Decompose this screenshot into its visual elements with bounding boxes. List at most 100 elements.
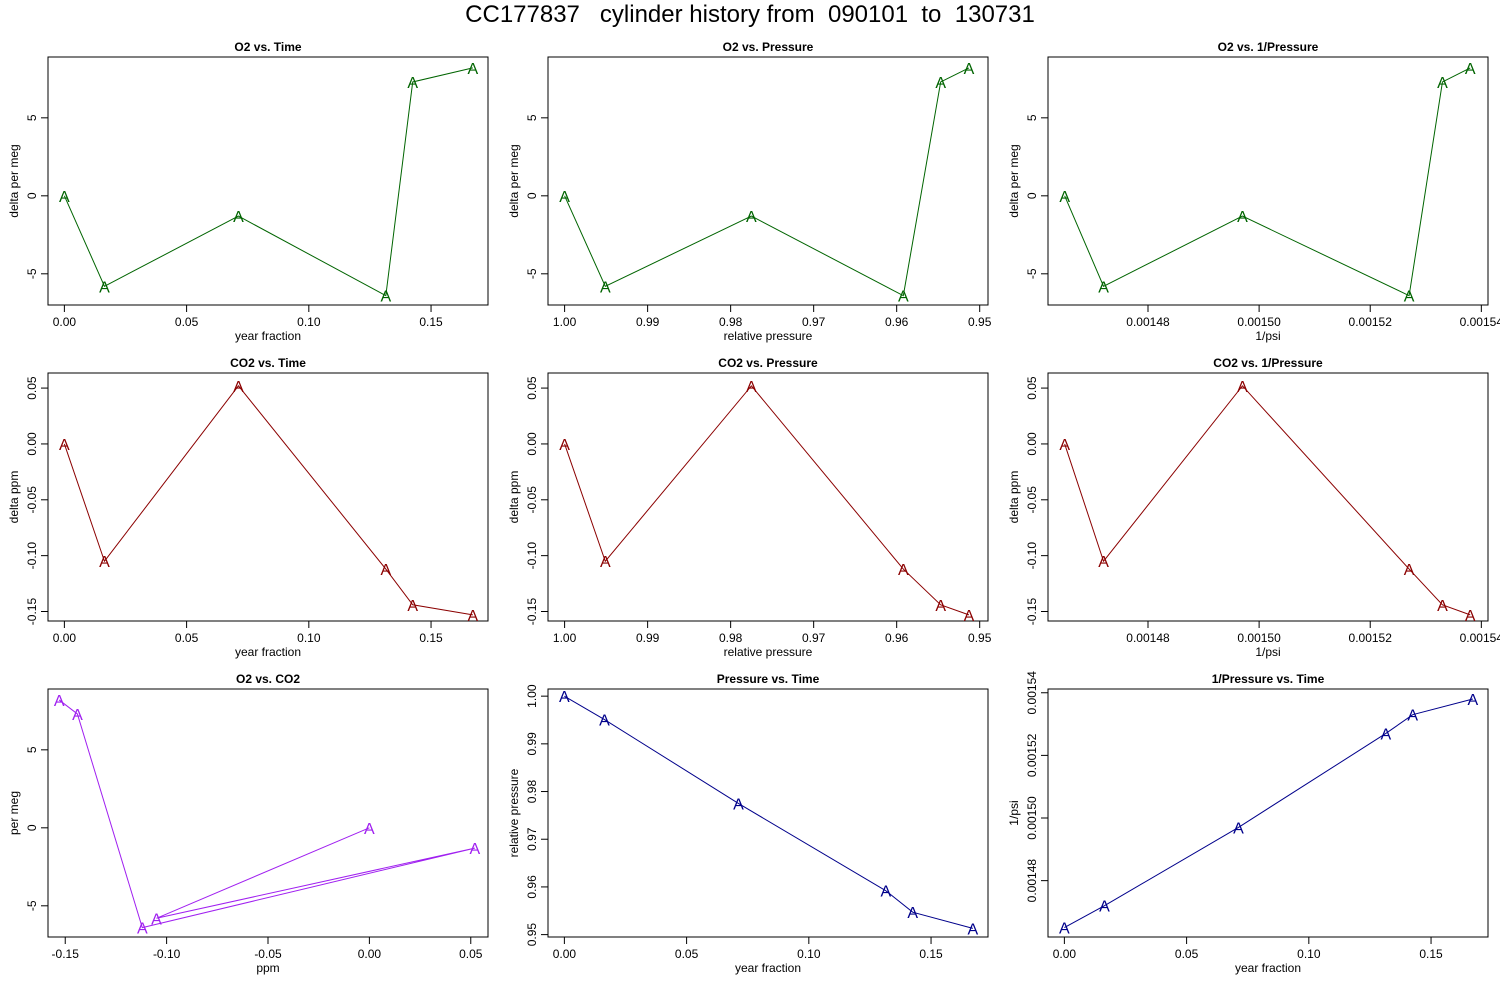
x-tick-label: 0.00 xyxy=(358,947,382,961)
y-tick-label: -5 xyxy=(25,900,39,911)
y-tick-label: 0.00152 xyxy=(1025,733,1039,777)
y-axis-label: delta ppm xyxy=(1007,471,1021,524)
x-tick-label: 0.00148 xyxy=(1126,315,1170,329)
x-tick-label: 0.00150 xyxy=(1237,315,1281,329)
x-tick-label: 1.00 xyxy=(553,315,577,329)
panel-title: CO2 vs. 1/Pressure xyxy=(1213,356,1323,370)
x-tick-label: 0.00148 xyxy=(1126,631,1170,645)
data-point: A xyxy=(233,379,244,396)
data-point: A xyxy=(746,209,757,226)
data-point: A xyxy=(1059,189,1070,206)
y-axis-label: delta per meg xyxy=(1007,144,1021,217)
panel-6: O2 vs. CO2 -0.15 -0.10 -0.05 0.00 0.05 ppm -5 0 5… xyxy=(7,672,489,975)
data-point: A xyxy=(1098,279,1109,296)
data-point: A xyxy=(1437,75,1448,92)
y-axis-label: delta per meg xyxy=(7,144,21,217)
panel-title: CO2 vs. Time xyxy=(230,356,306,370)
plot-frame xyxy=(547,56,989,306)
data-point: A xyxy=(968,921,979,938)
y-tick-label: 0.00148 xyxy=(1025,859,1039,903)
data-point: A xyxy=(1059,437,1070,454)
y-tick-label: -0.10 xyxy=(525,542,539,570)
data-point: A xyxy=(964,61,975,78)
x-tick-label: 0.99 xyxy=(636,315,660,329)
data-point: A xyxy=(1099,899,1110,916)
y-tick-label: 0.00150 xyxy=(1025,796,1039,840)
y-tick-label: -5 xyxy=(525,268,539,279)
x-tick-label: 0.00150 xyxy=(1237,631,1281,645)
y-axis-label: per meg xyxy=(7,791,21,835)
y-tick-label: 0.00 xyxy=(525,432,539,456)
y-tick-label: 0.00 xyxy=(1025,432,1039,456)
x-axis-label: year fraction xyxy=(235,329,301,343)
data-point: A xyxy=(1380,726,1391,743)
y-tick-label: -0.15 xyxy=(525,598,539,626)
x-tick-label: 0.98 xyxy=(719,631,743,645)
plot-frame xyxy=(47,688,489,938)
data-point: A xyxy=(880,884,891,901)
x-axis-label: relative pressure xyxy=(724,329,813,343)
data-point: A xyxy=(72,707,83,724)
y-tick-label: -0.10 xyxy=(1025,542,1039,570)
y-tick-label: 0 xyxy=(25,192,39,199)
y-tick-label: 0.05 xyxy=(1025,376,1039,400)
x-tick-label: 0.05 xyxy=(175,631,199,645)
x-tick-label: -0.10 xyxy=(153,947,181,961)
data-point: A xyxy=(1098,554,1109,571)
panel-4: CO2 vs. Pressure 1.00 0.99 0.98 0.97 0.96 0.95… xyxy=(507,356,992,659)
x-tick-label: 0.00 xyxy=(1053,947,1077,961)
x-tick-label: 0.10 xyxy=(797,947,821,961)
x-axis-label: relative pressure xyxy=(724,645,813,659)
data-point: A xyxy=(59,189,70,206)
x-tick-label: 0.05 xyxy=(175,315,199,329)
data-point: A xyxy=(600,554,611,571)
data-point: A xyxy=(364,821,375,838)
x-tick-label: 0.15 xyxy=(1419,947,1443,961)
x-axis-label: 1/psi xyxy=(1255,645,1280,659)
panel-5: CO2 vs. 1/Pressure 0.00148 0.00150 0.00152 0… xyxy=(1007,356,1500,659)
data-point: A xyxy=(59,437,70,454)
x-tick-label: 0.00152 xyxy=(1349,631,1393,645)
data-point: A xyxy=(99,279,110,296)
x-tick-label: 0.15 xyxy=(419,631,443,645)
x-tick-label: 1.00 xyxy=(553,631,577,645)
x-tick-label: 0.15 xyxy=(919,947,943,961)
plot-frame xyxy=(1047,56,1489,306)
y-tick-label: 5 xyxy=(1025,114,1039,121)
x-tick-label: 0.10 xyxy=(1297,947,1321,961)
data-point: A xyxy=(380,289,391,306)
data-point: A xyxy=(1468,692,1479,709)
panel-title: O2 vs. CO2 xyxy=(236,672,300,686)
x-tick-label: -0.15 xyxy=(52,947,80,961)
series-line xyxy=(1064,385,1471,616)
data-point: A xyxy=(1465,61,1476,78)
series-line xyxy=(564,695,973,929)
plot-frame xyxy=(47,56,489,306)
data-point: A xyxy=(1237,209,1248,226)
series-line xyxy=(1064,67,1471,297)
x-tick-label: 0.99 xyxy=(636,631,660,645)
data-point: A xyxy=(54,693,65,710)
panel-8: 1/Pressure vs. Time 0.00 0.05 0.10 0.15 year … xyxy=(1007,671,1489,975)
series-line xyxy=(63,67,473,297)
y-tick-label: 0.99 xyxy=(525,732,539,756)
x-axis-label: ppm xyxy=(256,961,279,975)
x-tick-label: 0.00 xyxy=(53,631,77,645)
y-tick-label: 0.00154 xyxy=(1025,671,1039,715)
series-line xyxy=(58,699,475,929)
y-tick-label: 5 xyxy=(25,746,39,753)
x-tick-label: 0.05 xyxy=(459,947,483,961)
x-tick-label: 0.00154 xyxy=(1460,315,1500,329)
panel-title: CO2 vs. Pressure xyxy=(718,356,818,370)
data-point: A xyxy=(137,921,148,938)
series-line xyxy=(564,67,970,297)
data-point: A xyxy=(1237,379,1248,396)
x-tick-label: 0.97 xyxy=(802,631,826,645)
data-point: A xyxy=(600,279,611,296)
y-tick-label: -0.15 xyxy=(25,598,39,626)
panel-1: O2 vs. Pressure 1.00 0.99 0.98 0.97 0.96 0.95 r… xyxy=(507,40,992,343)
panel-title: 1/Pressure vs. Time xyxy=(1212,672,1325,686)
y-tick-label: 0.05 xyxy=(525,376,539,400)
y-axis-label: delta ppm xyxy=(507,471,521,524)
x-tick-label: 0.95 xyxy=(968,631,992,645)
